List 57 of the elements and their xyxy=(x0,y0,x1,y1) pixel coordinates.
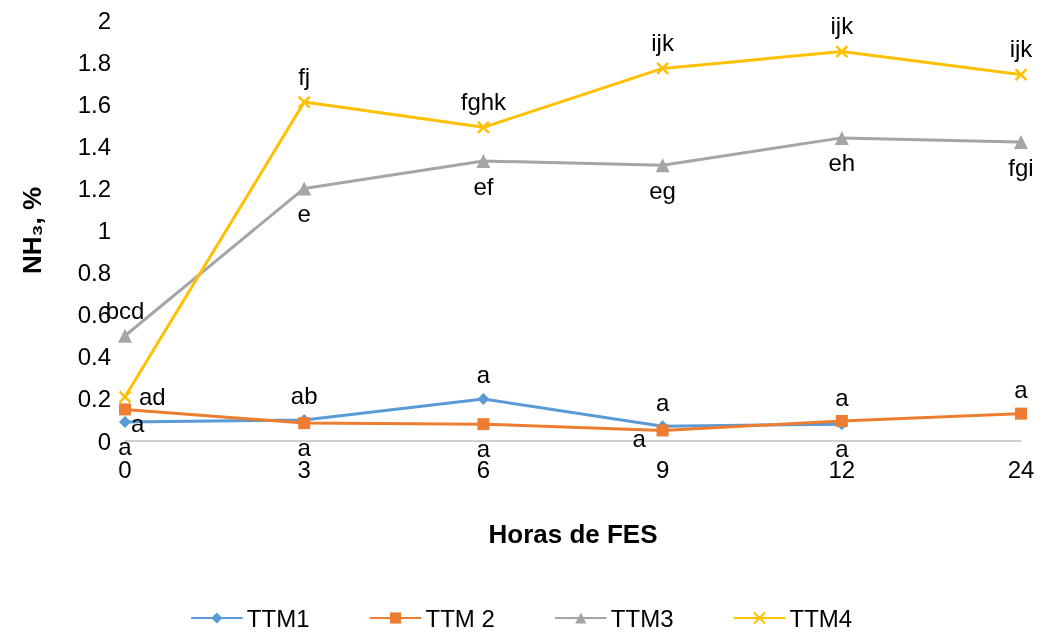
y-tick-label: 0.4 xyxy=(77,343,111,371)
data-label: ijk xyxy=(830,12,855,40)
y-axis-title: NH₃, % xyxy=(17,186,47,275)
y-tick-label: 1 xyxy=(97,217,111,244)
y-tick-label: 2 xyxy=(97,6,111,34)
point xyxy=(119,416,131,429)
point xyxy=(119,403,131,416)
point xyxy=(655,61,670,76)
point xyxy=(297,95,311,109)
point xyxy=(298,417,311,430)
x-tick-label: 24 xyxy=(1007,455,1035,483)
point xyxy=(1014,135,1028,150)
data-label: a xyxy=(835,383,850,411)
x-axis-title: Horas de FES xyxy=(488,519,658,549)
y-tick-label: 0.8 xyxy=(77,259,111,287)
y-tick-label: 1.6 xyxy=(77,90,111,118)
x-tick-label: 9 xyxy=(655,455,670,483)
data-label: a xyxy=(1014,376,1029,404)
legend-label: TTM3 xyxy=(610,604,674,632)
point xyxy=(656,424,669,437)
data-label: a xyxy=(632,424,647,452)
point xyxy=(834,130,849,145)
data-label: fgi xyxy=(1008,153,1034,181)
data-label: e xyxy=(297,199,311,227)
data-label: fghk xyxy=(460,87,508,115)
point xyxy=(835,415,848,427)
y-tick-label: 1.8 xyxy=(77,48,111,76)
point xyxy=(297,181,312,196)
y-tick-label: 0 xyxy=(97,427,111,455)
point xyxy=(118,390,132,404)
point xyxy=(655,158,670,173)
point xyxy=(118,328,132,343)
point xyxy=(476,120,491,135)
point xyxy=(477,392,490,405)
data-label: eh xyxy=(828,149,856,177)
data-label: ad xyxy=(139,383,166,411)
data-label: a xyxy=(655,388,670,416)
data-label: ef xyxy=(473,172,494,200)
point xyxy=(835,44,849,59)
point xyxy=(476,154,491,169)
data-label: fj xyxy=(298,62,311,90)
legend-label: TTM4 xyxy=(789,604,853,632)
data-label: a xyxy=(476,361,491,389)
y-tick-label: 1.4 xyxy=(77,132,111,160)
point xyxy=(1015,407,1027,420)
point xyxy=(1014,67,1028,82)
data-label: a xyxy=(835,434,850,462)
legend-label: TTM 2 xyxy=(425,604,495,632)
y-tick-label: 1.2 xyxy=(77,174,111,202)
data-label: ijk xyxy=(651,28,675,56)
legend-label: TTM1 xyxy=(246,604,310,632)
data-label: ijk xyxy=(1009,35,1034,63)
point xyxy=(477,418,490,431)
data-label: eg xyxy=(649,176,676,204)
y-tick-label: 0.2 xyxy=(77,385,111,413)
data-label: a xyxy=(476,434,491,462)
data-label: ab xyxy=(290,382,318,410)
